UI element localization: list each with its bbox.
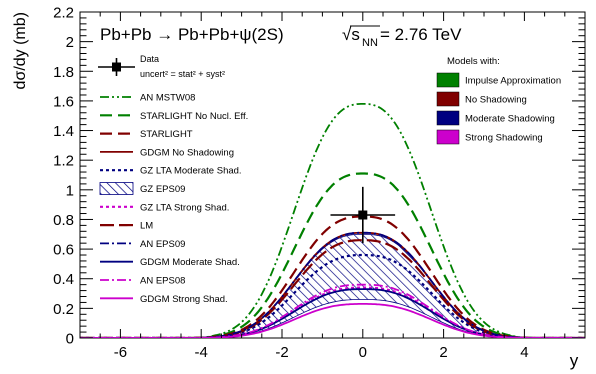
axis-ticks: -6 -4 -2 0 2 4 0 0.2 0.4 0.6 0.8 1 1.2 1.4 1.6 1.8 2 2.2 bbox=[53, 5, 586, 361]
energy-suffix: = 2.76 TeV bbox=[380, 25, 462, 44]
legend-label-starlight: STARLIGHT bbox=[140, 129, 193, 140]
models-swatch-strong-shadowing bbox=[436, 129, 460, 145]
legend-label-gdgm-strong-shad: GDGM Strong Shad. bbox=[140, 294, 228, 305]
chart-title: Pb+Pb → Pb+Pb+ψ(2S) bbox=[100, 25, 284, 44]
models-label-no-shadowing: No Shadowing bbox=[465, 95, 527, 106]
y-tick-label: 1.2 bbox=[53, 153, 74, 170]
energy-subscript: NN bbox=[362, 37, 378, 49]
y-tick-label: 1.6 bbox=[53, 93, 74, 110]
legend-swatch-gz-eps09 bbox=[99, 182, 134, 195]
series-starlight-no-nucl-eff bbox=[80, 172, 585, 338]
plot-frame bbox=[79, 11, 586, 339]
legend-label-an-eps09: AN EPS09 bbox=[140, 239, 185, 250]
legend-label-starlight-no-nucl-eff: STARLIGHT No Nucl. Eff. bbox=[140, 111, 248, 122]
y-tick-label: 1.8 bbox=[53, 64, 74, 81]
models-legend-title: Models with: bbox=[447, 56, 500, 67]
series-layer bbox=[80, 103, 585, 338]
y-tick-label: 0.2 bbox=[53, 301, 74, 318]
legend-label-an-mstw08: AN MSTW08 bbox=[140, 93, 195, 104]
y-tick-label: 0 bbox=[66, 331, 74, 348]
series-gdgm-strong-shad bbox=[80, 303, 585, 338]
legend-label-an-eps08: AN EPS08 bbox=[140, 276, 185, 287]
models-label-moderate-shadowing: Moderate Shadowing bbox=[465, 114, 555, 125]
legend-uncertainty-label: uncert² = stat² + syst² bbox=[140, 69, 225, 79]
data-point-layer bbox=[330, 186, 396, 244]
legend-label-gdgm-moderate-shad: GDGM Moderate Shad. bbox=[140, 257, 240, 268]
x-tick-label: 4 bbox=[520, 344, 528, 361]
series-an-eps09 bbox=[80, 231, 585, 338]
x-tick-label: 0 bbox=[359, 344, 367, 361]
y-tick-label: 0.6 bbox=[53, 242, 74, 259]
legend-label-gz-lta-strong-shad: GZ LTA Strong Shad. bbox=[140, 202, 229, 213]
models-swatch-impulse-approximation bbox=[436, 72, 460, 88]
energy-label: √s NN = 2.76 TeV bbox=[342, 25, 462, 49]
models-swatch-moderate-shadowing bbox=[436, 110, 460, 126]
series-lm bbox=[80, 239, 585, 338]
models-label-impulse-approximation: Impulse Approximation bbox=[465, 76, 561, 87]
y-axis-label: dσ/dy (mb) bbox=[12, 12, 29, 89]
legend-data-marker bbox=[112, 62, 121, 72]
legend-data-label: Data bbox=[140, 54, 159, 64]
legend-label-lm: LM bbox=[140, 221, 153, 232]
y-tick-label: 0.4 bbox=[53, 271, 74, 288]
y-tick-label: 2 bbox=[66, 34, 74, 51]
models-label-strong-shadowing: Strong Shadowing bbox=[465, 133, 543, 144]
legend-label-gdgm-no-shadowing: GDGM No Shadowing bbox=[140, 147, 234, 158]
y-tick-label: 1.4 bbox=[53, 123, 74, 140]
models-legend: Models with: Impulse Approximation No Shad… bbox=[436, 56, 561, 145]
x-axis-label: y bbox=[570, 351, 579, 370]
y-tick-label: 0.8 bbox=[53, 212, 74, 229]
series-legend: Data uncert² = stat² + syst² AN MSTW08 STAR… bbox=[98, 54, 248, 305]
x-tick-label: -2 bbox=[275, 344, 288, 361]
models-swatch-no-shadowing bbox=[436, 91, 460, 107]
x-tick-label: -4 bbox=[195, 344, 208, 361]
y-tick-label: 2.2 bbox=[53, 5, 74, 22]
x-tick-label: 2 bbox=[439, 344, 447, 361]
legend-label-gz-eps09: GZ EPS09 bbox=[140, 184, 185, 195]
y-tick-label: 1 bbox=[66, 182, 74, 199]
energy-prefix: √s bbox=[342, 25, 360, 44]
data-point-marker bbox=[358, 210, 368, 220]
x-tick-label: -6 bbox=[114, 344, 127, 361]
legend-label-gz-lta-moderate-shad: GZ LTA Moderate Shad. bbox=[140, 166, 242, 177]
